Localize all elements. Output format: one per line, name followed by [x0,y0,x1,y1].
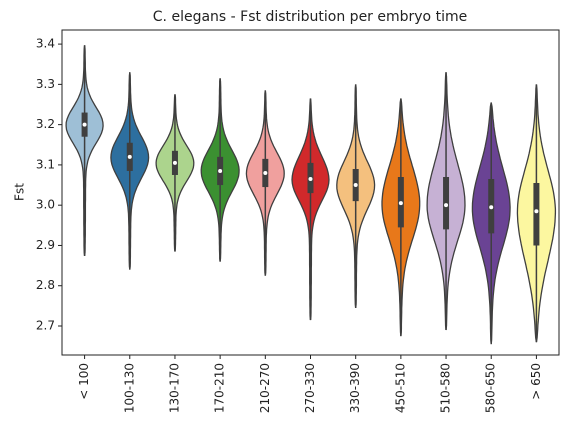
median [172,160,177,165]
y-tick-label: 2.9 [36,238,55,252]
median [82,122,87,127]
x-tick-label: 270-330 [303,363,317,413]
y-tick-label: 3.3 [36,77,55,91]
x-tick-label: 450-510 [393,363,407,413]
x-tick-label: 580-650 [484,363,498,413]
median [444,203,449,208]
y-tick-label: 2.8 [36,278,55,292]
plot-frame [61,29,560,356]
x-tick-label: 330-390 [348,363,362,413]
y-tick-label: 2.7 [36,319,55,333]
x-tick-label: 210-270 [258,363,272,413]
x-tick-label: > 650 [529,363,543,400]
x-tick-label: 130-170 [167,363,181,413]
x-tick-label: 170-210 [213,363,227,413]
x-tick-label: < 100 [77,363,91,400]
x-tick-label: 100-130 [122,363,136,413]
y-tick-label: 3.1 [36,157,55,171]
y-tick-label: 3.4 [36,37,55,51]
y-tick-label: 3.0 [36,198,55,212]
median [263,170,268,175]
median [353,183,358,188]
median [489,205,494,210]
y-tick-label: 3.2 [36,117,55,131]
x-tick-label: 510-580 [439,363,453,413]
median [308,177,313,182]
median [127,154,132,159]
median [218,168,223,173]
median [534,209,539,214]
y-axis-label: Fst [13,183,27,201]
median [398,201,403,206]
chart-title: C. elegans - Fst distribution per embryo… [153,9,467,25]
